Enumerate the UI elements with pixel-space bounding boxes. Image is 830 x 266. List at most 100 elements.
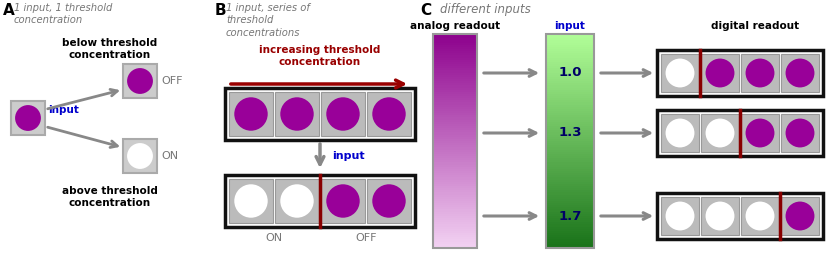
Bar [546, 42, 594, 45]
Text: 1.0: 1.0 [559, 66, 582, 80]
Bar [433, 203, 477, 205]
Bar [546, 245, 594, 248]
Text: B: B [215, 3, 227, 18]
Bar [546, 162, 594, 165]
Bar [546, 241, 594, 244]
Bar [433, 95, 477, 98]
Bar [433, 138, 477, 141]
Bar [433, 220, 477, 222]
Bar [546, 207, 594, 210]
Bar [741, 197, 779, 235]
Circle shape [745, 202, 774, 230]
Bar [546, 173, 594, 175]
Bar [546, 44, 594, 47]
Bar [433, 196, 477, 199]
Bar [433, 44, 477, 47]
Bar [546, 134, 594, 137]
Bar [781, 197, 819, 235]
Bar [123, 139, 157, 173]
Circle shape [127, 68, 153, 94]
Bar [433, 109, 477, 111]
Text: ON: ON [266, 233, 282, 243]
Circle shape [785, 119, 814, 147]
Bar [546, 145, 594, 147]
Bar [433, 40, 477, 43]
Bar [433, 81, 477, 83]
Bar [546, 34, 594, 248]
Bar [433, 87, 477, 90]
Bar [321, 92, 365, 136]
Bar [433, 162, 477, 165]
Bar [546, 192, 594, 194]
Bar [546, 196, 594, 199]
Bar [433, 57, 477, 60]
Circle shape [281, 184, 314, 218]
Bar [225, 88, 415, 140]
Bar [546, 113, 594, 115]
Bar [546, 55, 594, 57]
Text: C: C [420, 3, 431, 18]
Bar [657, 50, 823, 96]
Bar [546, 74, 594, 77]
Bar [433, 128, 477, 130]
Bar [433, 145, 477, 147]
Bar [433, 156, 477, 158]
Bar [11, 101, 45, 135]
Bar [546, 68, 594, 70]
Bar [546, 243, 594, 246]
Bar [433, 194, 477, 197]
Bar [546, 130, 594, 132]
Bar [275, 92, 319, 136]
Bar [546, 87, 594, 90]
Bar [546, 59, 594, 62]
Bar [546, 61, 594, 64]
Bar [433, 48, 477, 51]
Bar [433, 134, 477, 137]
Bar [433, 115, 477, 118]
Bar [433, 166, 477, 169]
Bar [433, 121, 477, 124]
Bar [433, 151, 477, 154]
Bar [546, 98, 594, 100]
Bar [433, 102, 477, 105]
Bar [546, 190, 594, 192]
Circle shape [127, 143, 153, 169]
Circle shape [706, 119, 735, 147]
Bar [433, 66, 477, 68]
Bar [433, 232, 477, 235]
Bar [546, 128, 594, 130]
Bar [433, 213, 477, 216]
Circle shape [234, 184, 268, 218]
Bar [433, 175, 477, 177]
Bar [546, 119, 594, 122]
Bar [433, 68, 477, 70]
Bar [433, 192, 477, 194]
Text: increasing threshold
concentration: increasing threshold concentration [259, 45, 381, 67]
Bar [433, 158, 477, 160]
Bar [546, 104, 594, 107]
Bar [546, 109, 594, 111]
Bar [433, 85, 477, 88]
Bar [546, 239, 594, 242]
Bar [433, 241, 477, 244]
Bar [546, 213, 594, 216]
Circle shape [666, 59, 695, 88]
Bar [433, 147, 477, 149]
Bar [433, 230, 477, 233]
Bar [433, 164, 477, 167]
Bar [433, 100, 477, 102]
Bar [546, 93, 594, 96]
Circle shape [326, 97, 359, 131]
Bar [546, 194, 594, 197]
Bar [546, 230, 594, 233]
Bar [741, 54, 779, 92]
Circle shape [234, 97, 268, 131]
Bar [546, 34, 594, 36]
Bar [433, 64, 477, 66]
Bar [433, 117, 477, 120]
Text: 1 input, 1 threshold
concentration: 1 input, 1 threshold concentration [14, 3, 112, 25]
Bar [546, 168, 594, 171]
Circle shape [326, 184, 359, 218]
Bar [546, 140, 594, 143]
Bar [546, 209, 594, 212]
